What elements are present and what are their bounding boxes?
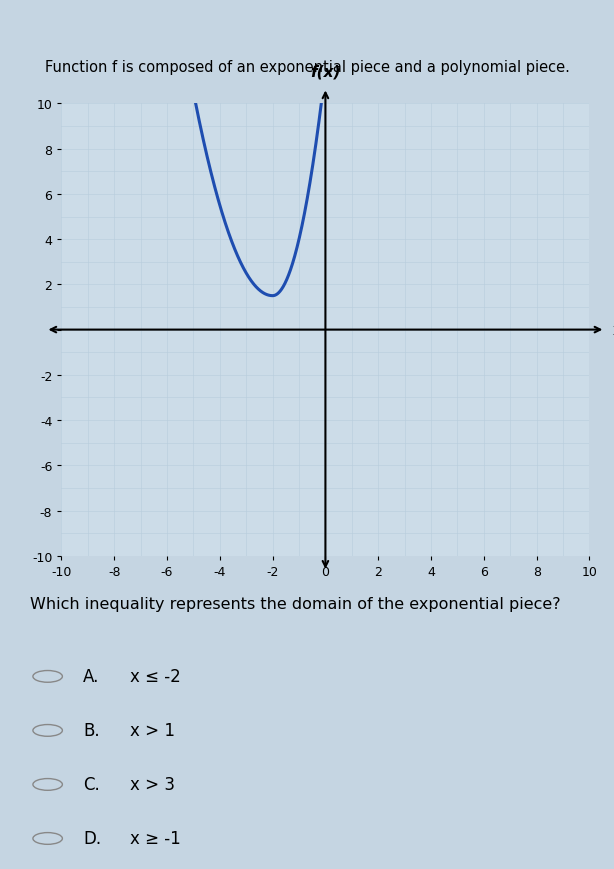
Text: f(x): f(x) (310, 64, 341, 79)
Text: C.: C. (83, 775, 99, 793)
Text: A.: A. (83, 667, 99, 686)
Text: B.: B. (83, 721, 99, 740)
Text: x: x (613, 322, 614, 338)
Text: x ≤ -2: x ≤ -2 (130, 667, 181, 686)
Text: x ≥ -1: x ≥ -1 (130, 830, 181, 847)
Text: x > 1: x > 1 (130, 721, 175, 740)
Text: Function f is composed of an exponential piece and a polynomial piece.: Function f is composed of an exponential… (45, 60, 569, 75)
Text: Which inequality represents the domain of the exponential piece?: Which inequality represents the domain o… (30, 596, 561, 612)
Text: x > 3: x > 3 (130, 775, 175, 793)
Text: D.: D. (83, 830, 101, 847)
